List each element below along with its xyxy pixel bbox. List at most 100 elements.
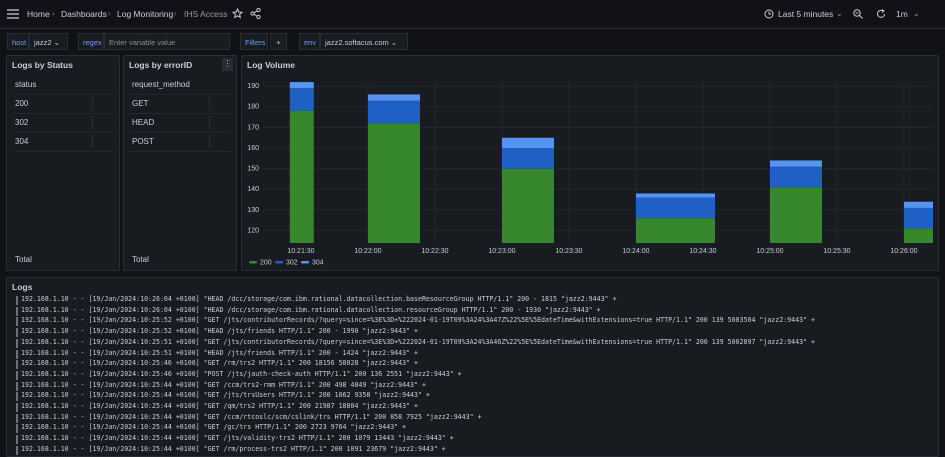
bar-segment	[501, 168, 554, 243]
share-icon[interactable]	[250, 8, 261, 19]
x-tick-label: 10:23:30	[555, 248, 582, 255]
panel-title: Logs by Status	[12, 60, 73, 70]
log-level-bar	[16, 424, 18, 434]
column-header: status	[15, 80, 37, 89]
bar-segment	[289, 88, 314, 111]
crumb: IHS Access	[184, 9, 228, 19]
divider	[209, 116, 210, 129]
y-tick-label: 140	[247, 186, 259, 193]
bar-segment	[635, 218, 715, 243]
log-level-bar	[16, 349, 18, 359]
x-tick-label: 10:22:00	[354, 248, 381, 255]
log-line: 192.168.1.10 - - [19/Jan/2024:10:25:51 +…	[21, 348, 418, 357]
logs-panel: Logs 192.168.1.10 - - [19/Jan/2024:10:26…	[6, 277, 939, 457]
error-panel: Logs by errorID ⋮ request_method GET HEAD…	[123, 55, 237, 271]
sep: ›	[108, 9, 111, 18]
x-tick-label: 10:25:30	[823, 248, 850, 255]
log-line: 192.168.1.10 - - [19/Jan/2024:10:25:46 +…	[21, 369, 462, 378]
legend-label: 200	[260, 259, 272, 266]
y-tick-label: 180	[247, 104, 259, 111]
crumb[interactable]: Dashboards	[61, 9, 107, 19]
log-level-bar	[16, 328, 18, 338]
cell: 304	[15, 137, 29, 146]
cell: POST	[132, 137, 154, 146]
log-level-bar	[16, 338, 18, 348]
log-line: 192.168.1.10 - - [19/Jan/2024:10:25:44 +…	[21, 402, 418, 410]
log-line: 192.168.1.10 - - [19/Jan/2024:10:25:44 +…	[21, 444, 446, 453]
log-line: 192.168.1.10 - - [19/Jan/2024:10:25:44 +…	[21, 380, 426, 389]
volume-panel: Log Volume	[241, 55, 939, 271]
x-tick-label: 10:23:00	[488, 248, 515, 255]
var-input[interactable]: Enter variable value	[104, 33, 230, 50]
zoom-icon[interactable]	[853, 9, 863, 19]
top-bar: Home › Dashboards › Log Monitoring › IHS…	[0, 0, 945, 29]
clock-icon	[764, 9, 774, 19]
legend-swatch	[275, 261, 283, 264]
caret: ⌄	[913, 9, 920, 18]
refresh-icon[interactable]	[876, 9, 886, 19]
column-header: request_method	[132, 80, 190, 89]
table-row: 302	[12, 113, 114, 133]
log-line: 192.168.1.10 - - [19/Jan/2024:10:25:44 +…	[21, 434, 454, 443]
log-line: 192.168.1.10 - - [19/Jan/2024:10:26:04 +…	[21, 305, 601, 314]
log-level-bar	[16, 296, 18, 305]
log-level-bar	[16, 360, 18, 370]
x-tick-label: 10:26:00	[890, 248, 917, 255]
log-level-bar	[16, 403, 18, 412]
log-line: 192.168.1.10 - - [19/Jan/2024:10:25:52 +…	[21, 316, 815, 325]
y-tick-label: 160	[247, 145, 259, 152]
log-line: 192.168.1.10 - - [19/Jan/2024:10:26:04 +…	[21, 295, 617, 303]
bar-segment	[635, 193, 715, 198]
crumb[interactable]: Log Monitoring	[117, 9, 174, 19]
divider	[209, 97, 210, 110]
panel-title: Log Volume	[247, 60, 296, 70]
divider	[92, 116, 93, 129]
y-tick-label: 130	[247, 207, 259, 214]
legend-label: 302	[286, 259, 298, 266]
cell: HEAD	[132, 118, 155, 127]
table-header: status	[12, 75, 114, 95]
x-tick-label: 10:24:00	[622, 248, 649, 255]
table-row: 304	[12, 132, 114, 152]
x-tick-label: 10:24:30	[689, 248, 716, 255]
total: Total	[132, 255, 149, 264]
table-row: POST	[129, 132, 231, 152]
var-select[interactable]: jazz2.softacus.com ⌄	[320, 33, 408, 50]
log-line: 192.168.1.10 - - [19/Jan/2024:10:25:51 +…	[21, 337, 815, 346]
crumb[interactable]: Home	[27, 9, 50, 19]
bar-segment	[289, 110, 314, 243]
bar-segment	[903, 207, 933, 229]
panel-menu[interactable]: ⋮	[222, 58, 233, 71]
cell: GET	[132, 99, 149, 108]
bar-segment	[367, 94, 420, 101]
log-level-bar	[16, 392, 18, 402]
star-icon[interactable]	[232, 8, 243, 19]
legend-swatch	[249, 261, 257, 264]
bar-segment	[367, 100, 420, 124]
x-tick-label: 10:25:00	[756, 248, 783, 255]
sep: ›	[52, 9, 55, 18]
var-value: jazz2	[34, 38, 52, 47]
log-level-bar	[16, 445, 18, 455]
time-range[interactable]: Last 5 minutes	[778, 9, 834, 19]
bar-segment	[903, 201, 933, 208]
refresh-interval[interactable]: 1m	[896, 9, 908, 19]
var-select[interactable]: jazz2 ⌄	[29, 33, 68, 50]
log-level-bar	[16, 435, 18, 445]
chart: 120 130 140 150 160 170 180 190 10:21:30 10:22:00…	[247, 80, 933, 266]
y-tick-label: 120	[247, 227, 259, 234]
log-line: 192.168.1.10 - - [19/Jan/2024:10:25:44 +…	[21, 423, 407, 432]
log-level-bar	[16, 306, 18, 316]
y-tick-label: 190	[247, 83, 259, 90]
cell: 200	[15, 99, 29, 108]
log-line: 192.168.1.10 - - [19/Jan/2024:10:25:46 +…	[21, 359, 418, 368]
log-level-bar	[16, 317, 18, 327]
log-line: 192.168.1.10 - - [19/Jan/2024:10:25:44 +…	[21, 412, 482, 421]
menu-icon[interactable]	[7, 9, 19, 19]
bar-segment	[769, 187, 822, 243]
add-filter[interactable]: +	[270, 33, 287, 50]
filters-label[interactable]: Filters	[240, 33, 268, 50]
var-label: host	[7, 33, 29, 50]
bar-segment	[501, 148, 554, 169]
